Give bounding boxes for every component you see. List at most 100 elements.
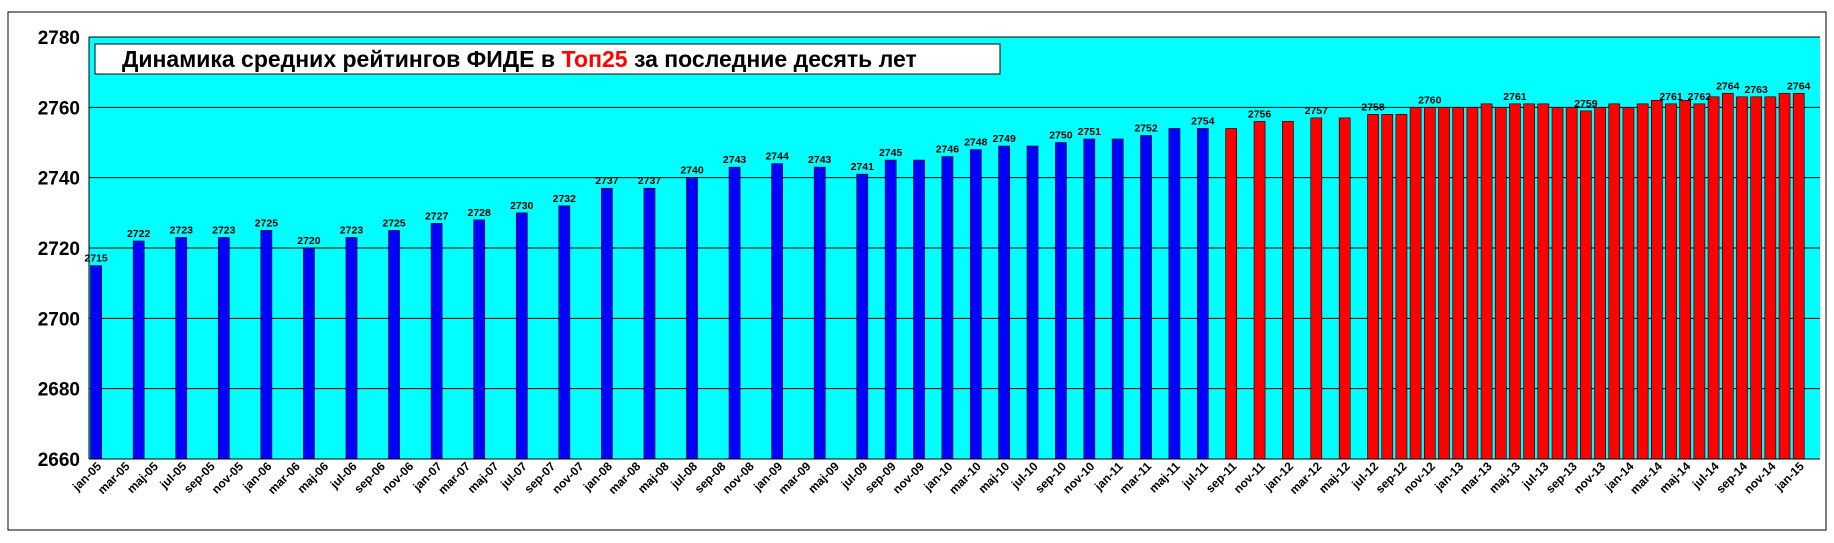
bar bbox=[473, 219, 486, 460]
bar bbox=[1225, 128, 1238, 460]
data-label: 2715 bbox=[84, 253, 108, 265]
data-label: 2743 bbox=[723, 154, 747, 166]
data-label: 2723 bbox=[212, 224, 236, 236]
bar bbox=[1565, 107, 1578, 460]
data-label: 2764 bbox=[1716, 80, 1740, 92]
chart-title-box: Динамика средних рейтингов ФИДЕ в Топ25 … bbox=[94, 43, 1001, 75]
bar bbox=[388, 230, 400, 460]
data-label: 2740 bbox=[680, 165, 704, 177]
bar bbox=[1792, 92, 1805, 460]
bar bbox=[1494, 107, 1507, 460]
y-tick-labels: 2660 2680 2700 2720 2740 2760 2780 bbox=[38, 28, 80, 471]
y-tick-label: 2740 bbox=[38, 169, 80, 190]
data-label: 2749 bbox=[992, 133, 1016, 145]
data-label: 2741 bbox=[851, 161, 875, 173]
bars bbox=[90, 92, 1805, 460]
bar bbox=[303, 247, 315, 460]
bar bbox=[1168, 128, 1181, 460]
title-suffix: за последние десять лет bbox=[628, 46, 917, 72]
bar bbox=[1594, 107, 1606, 460]
bar bbox=[1310, 117, 1323, 460]
bar bbox=[1282, 121, 1294, 460]
data-label: 2761 bbox=[1659, 91, 1683, 103]
bar bbox=[260, 230, 273, 460]
bar bbox=[941, 156, 954, 460]
chart-title: Динамика средних рейтингов ФИДЕ в Топ25 … bbox=[122, 46, 917, 72]
bar bbox=[1140, 135, 1152, 460]
bar bbox=[1721, 92, 1734, 460]
data-label: 2750 bbox=[1049, 130, 1073, 142]
data-label: 2756 bbox=[1248, 108, 1272, 120]
bar bbox=[1580, 110, 1592, 460]
bar bbox=[686, 177, 698, 460]
bar bbox=[1423, 107, 1436, 460]
bar bbox=[643, 187, 656, 460]
bar bbox=[601, 187, 613, 460]
data-label: 2743 bbox=[808, 154, 832, 166]
bar bbox=[1693, 103, 1706, 460]
data-label: 2723 bbox=[340, 224, 364, 236]
y-tick-label: 2760 bbox=[38, 98, 80, 119]
bar bbox=[1367, 114, 1379, 460]
bar bbox=[1651, 100, 1663, 460]
bar bbox=[1764, 96, 1777, 460]
bar bbox=[856, 173, 869, 460]
bar bbox=[1778, 92, 1791, 460]
data-label: 2748 bbox=[964, 137, 988, 149]
data-label: 2757 bbox=[1305, 105, 1329, 117]
data-label: 2744 bbox=[765, 151, 789, 163]
bar bbox=[1707, 96, 1720, 460]
data-labels: 2715 2722 2723 2723 2725 2720 2723 2725 2727 2728… bbox=[84, 80, 1810, 264]
bar bbox=[132, 240, 145, 460]
data-label: 2745 bbox=[879, 147, 903, 159]
bar bbox=[515, 212, 528, 460]
y-tick-label: 2780 bbox=[38, 28, 80, 49]
bar bbox=[1537, 103, 1550, 460]
bar bbox=[430, 223, 443, 460]
bar bbox=[1551, 107, 1564, 460]
data-label: 2730 bbox=[510, 200, 534, 212]
bar bbox=[1480, 103, 1493, 460]
y-tick-label: 2700 bbox=[38, 309, 80, 330]
data-label: 2725 bbox=[382, 217, 406, 229]
title-prefix: Динамика средних рейтингов ФИДЕ в bbox=[122, 46, 561, 72]
data-label: 2764 bbox=[1787, 80, 1811, 92]
bar bbox=[1608, 103, 1621, 460]
bar bbox=[1083, 138, 1096, 460]
data-label: 2728 bbox=[468, 207, 492, 219]
data-label: 2722 bbox=[127, 228, 151, 240]
data-label: 2732 bbox=[553, 193, 577, 205]
axes bbox=[88, 37, 1820, 460]
data-label: 2737 bbox=[638, 175, 662, 187]
y-tick-label: 2660 bbox=[38, 450, 80, 471]
data-label: 2759 bbox=[1574, 98, 1598, 110]
bar bbox=[1736, 96, 1748, 460]
bar bbox=[771, 163, 783, 460]
data-label: 2746 bbox=[936, 144, 960, 156]
data-label: 2758 bbox=[1361, 101, 1385, 113]
bar bbox=[1665, 103, 1677, 460]
bar bbox=[1409, 107, 1422, 460]
bar bbox=[1636, 103, 1649, 460]
bar bbox=[1750, 96, 1762, 460]
bar bbox=[1253, 121, 1266, 460]
bar bbox=[969, 149, 982, 460]
bar bbox=[175, 237, 188, 460]
bar bbox=[1438, 107, 1450, 460]
title-box bbox=[94, 43, 1001, 75]
data-label: 2754 bbox=[1191, 115, 1215, 127]
bar bbox=[1338, 117, 1351, 460]
data-label: 2751 bbox=[1078, 126, 1102, 138]
bar bbox=[1026, 145, 1039, 460]
bar bbox=[1452, 107, 1465, 460]
bar bbox=[884, 159, 897, 460]
data-label: 2762 bbox=[1688, 91, 1712, 103]
y-tick-label: 2680 bbox=[38, 380, 80, 401]
bar bbox=[913, 159, 925, 460]
bar bbox=[217, 237, 230, 460]
bar bbox=[1523, 103, 1535, 460]
y-tick-label: 2720 bbox=[38, 239, 80, 260]
bar bbox=[728, 166, 741, 460]
data-label: 2761 bbox=[1503, 91, 1527, 103]
